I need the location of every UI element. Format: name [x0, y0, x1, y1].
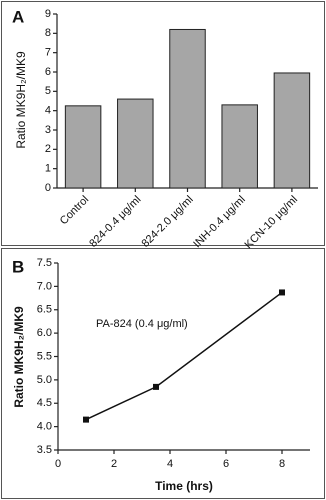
- y-tick-label: 6: [45, 66, 51, 78]
- panel-letter: A: [12, 7, 24, 26]
- panel-frame: [1, 248, 325, 499]
- x-tick-label: 0: [55, 458, 61, 470]
- y-axis-label: Ratio MK9H₂/MK9: [14, 51, 28, 149]
- y-tick-label: 4.5: [37, 397, 52, 409]
- panel-frame: [1, 1, 325, 246]
- bar: [64, 105, 102, 189]
- y-tick-label: 2: [45, 143, 51, 155]
- y-tick-label: 5.5: [37, 350, 52, 362]
- panel-letter: B: [12, 257, 24, 276]
- x-tick-label: INH-0.4 μg/ml: [191, 194, 248, 251]
- data-point: [153, 383, 159, 390]
- y-tick-label: 3.5: [37, 444, 52, 456]
- data-point: [83, 416, 89, 423]
- y-tick-label: 9: [45, 8, 51, 20]
- y-tick-label: 7.5: [37, 257, 52, 269]
- y-axis-label: Ratio MK9H₂/MK9: [12, 306, 26, 408]
- y-tick-label: 6.0: [37, 327, 52, 339]
- y-tick-label: 5.0: [37, 374, 52, 386]
- bar: [273, 72, 311, 189]
- y-tick-label: 1: [45, 163, 51, 175]
- y-tick-label: 4.0: [37, 421, 52, 433]
- y-tick-label: 6.5: [37, 304, 52, 316]
- y-tick-label: 3: [45, 124, 51, 136]
- y-tick-label: 7.0: [37, 280, 52, 292]
- y-tick-label: 7: [45, 47, 51, 59]
- x-tick-label: 824-2.0 μg/ml: [139, 194, 195, 250]
- x-tick-label: KCN-10 μg/ml: [243, 194, 300, 251]
- y-tick-label: 4: [45, 105, 51, 117]
- annotation: PA-824 (0.4 μg/ml): [96, 318, 188, 330]
- y-tick-label: 8: [45, 27, 51, 39]
- bar: [169, 28, 206, 189]
- data-point: [279, 289, 285, 296]
- x-tick-label: 8: [279, 458, 285, 470]
- x-tick-label: 6: [223, 458, 229, 470]
- y-tick-label: 5: [45, 85, 51, 97]
- x-tick-label: Control: [58, 194, 92, 228]
- bar: [117, 98, 154, 189]
- data-line: [85, 291, 283, 421]
- x-tick-label: 824-0.4 μg/ml: [87, 194, 143, 250]
- y-tick-label: 0: [45, 182, 51, 194]
- x-axis-label: Time (hrs): [155, 479, 213, 493]
- bar: [221, 104, 258, 189]
- x-tick-label: 2: [111, 458, 117, 470]
- x-tick-label: 4: [167, 458, 173, 470]
